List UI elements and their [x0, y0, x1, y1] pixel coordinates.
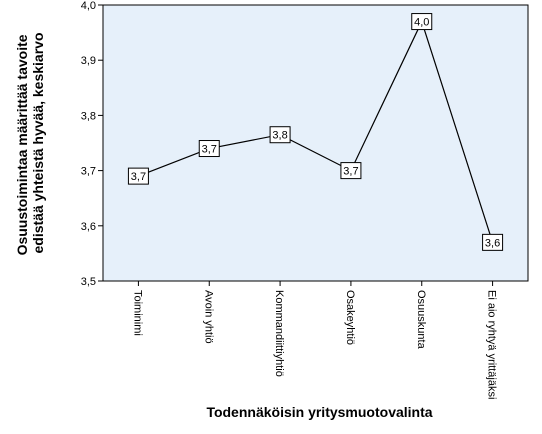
data-label-box [411, 13, 433, 31]
x-tick-label: Toiminimi [131, 290, 143, 336]
x-tick-label: Ei aio ryhtyä yrittäjäksi [486, 290, 498, 399]
x-tick-label: Osakeyhtiö [344, 290, 356, 345]
y-tick-label: 4,0 [81, 0, 96, 12]
data-point: 3,6 [482, 233, 504, 251]
y-axis-title-line-2: edistää yhteistä hyvää, keskiarvo [30, 32, 46, 253]
y-tick-label: 3,7 [81, 166, 96, 178]
data-label-box [198, 140, 220, 158]
data-label: 3,7 [131, 171, 146, 183]
data-label-box [482, 233, 504, 251]
data-point: 3,7 [340, 162, 362, 180]
y-axis: 3,5 3,6 3,7 3,8 3,9 4,0 [81, 0, 103, 288]
y-axis-title: Osuustoimintaa määrittää tavoite edistää… [14, 31, 46, 256]
y-tick-label: 3,9 [81, 55, 96, 67]
data-labels: 3,7 3,7 3,8 3,7 4,0 3,6 [127, 13, 504, 251]
x-axis: Toiminimi Avoin yhtiö Kommandiittiyhtiö Osa… [131, 281, 498, 399]
x-tick-label: Osuuskunta [415, 290, 427, 350]
data-label: 3,6 [485, 237, 500, 249]
x-tick-label: Kommandiittiyhtiö [273, 290, 285, 377]
x-tick-label: Avoin yhtiö [202, 290, 214, 344]
data-label-box [127, 167, 149, 185]
data-point: 3,7 [127, 167, 149, 185]
y-axis-title-line-1: Osuustoimintaa määrittää tavoite [14, 34, 30, 255]
data-point: 3,8 [269, 126, 291, 144]
data-label-box [340, 162, 362, 180]
data-label: 3,7 [343, 166, 358, 178]
y-tick-label: 3,6 [81, 221, 96, 233]
data-label: 3,8 [272, 130, 287, 142]
data-label: 3,7 [202, 144, 217, 156]
data-point: 3,7 [198, 140, 220, 158]
data-point: 4,0 [411, 13, 433, 31]
x-axis-title: Todennäköisin yritysmuotovalinta [206, 404, 432, 420]
plot-area [102, 4, 529, 282]
data-label: 4,0 [414, 17, 429, 29]
y-tick-label: 3,8 [81, 110, 96, 122]
y-tick-label: 3,5 [81, 276, 96, 288]
data-label-box [269, 126, 291, 144]
series-line [138, 19, 494, 243]
